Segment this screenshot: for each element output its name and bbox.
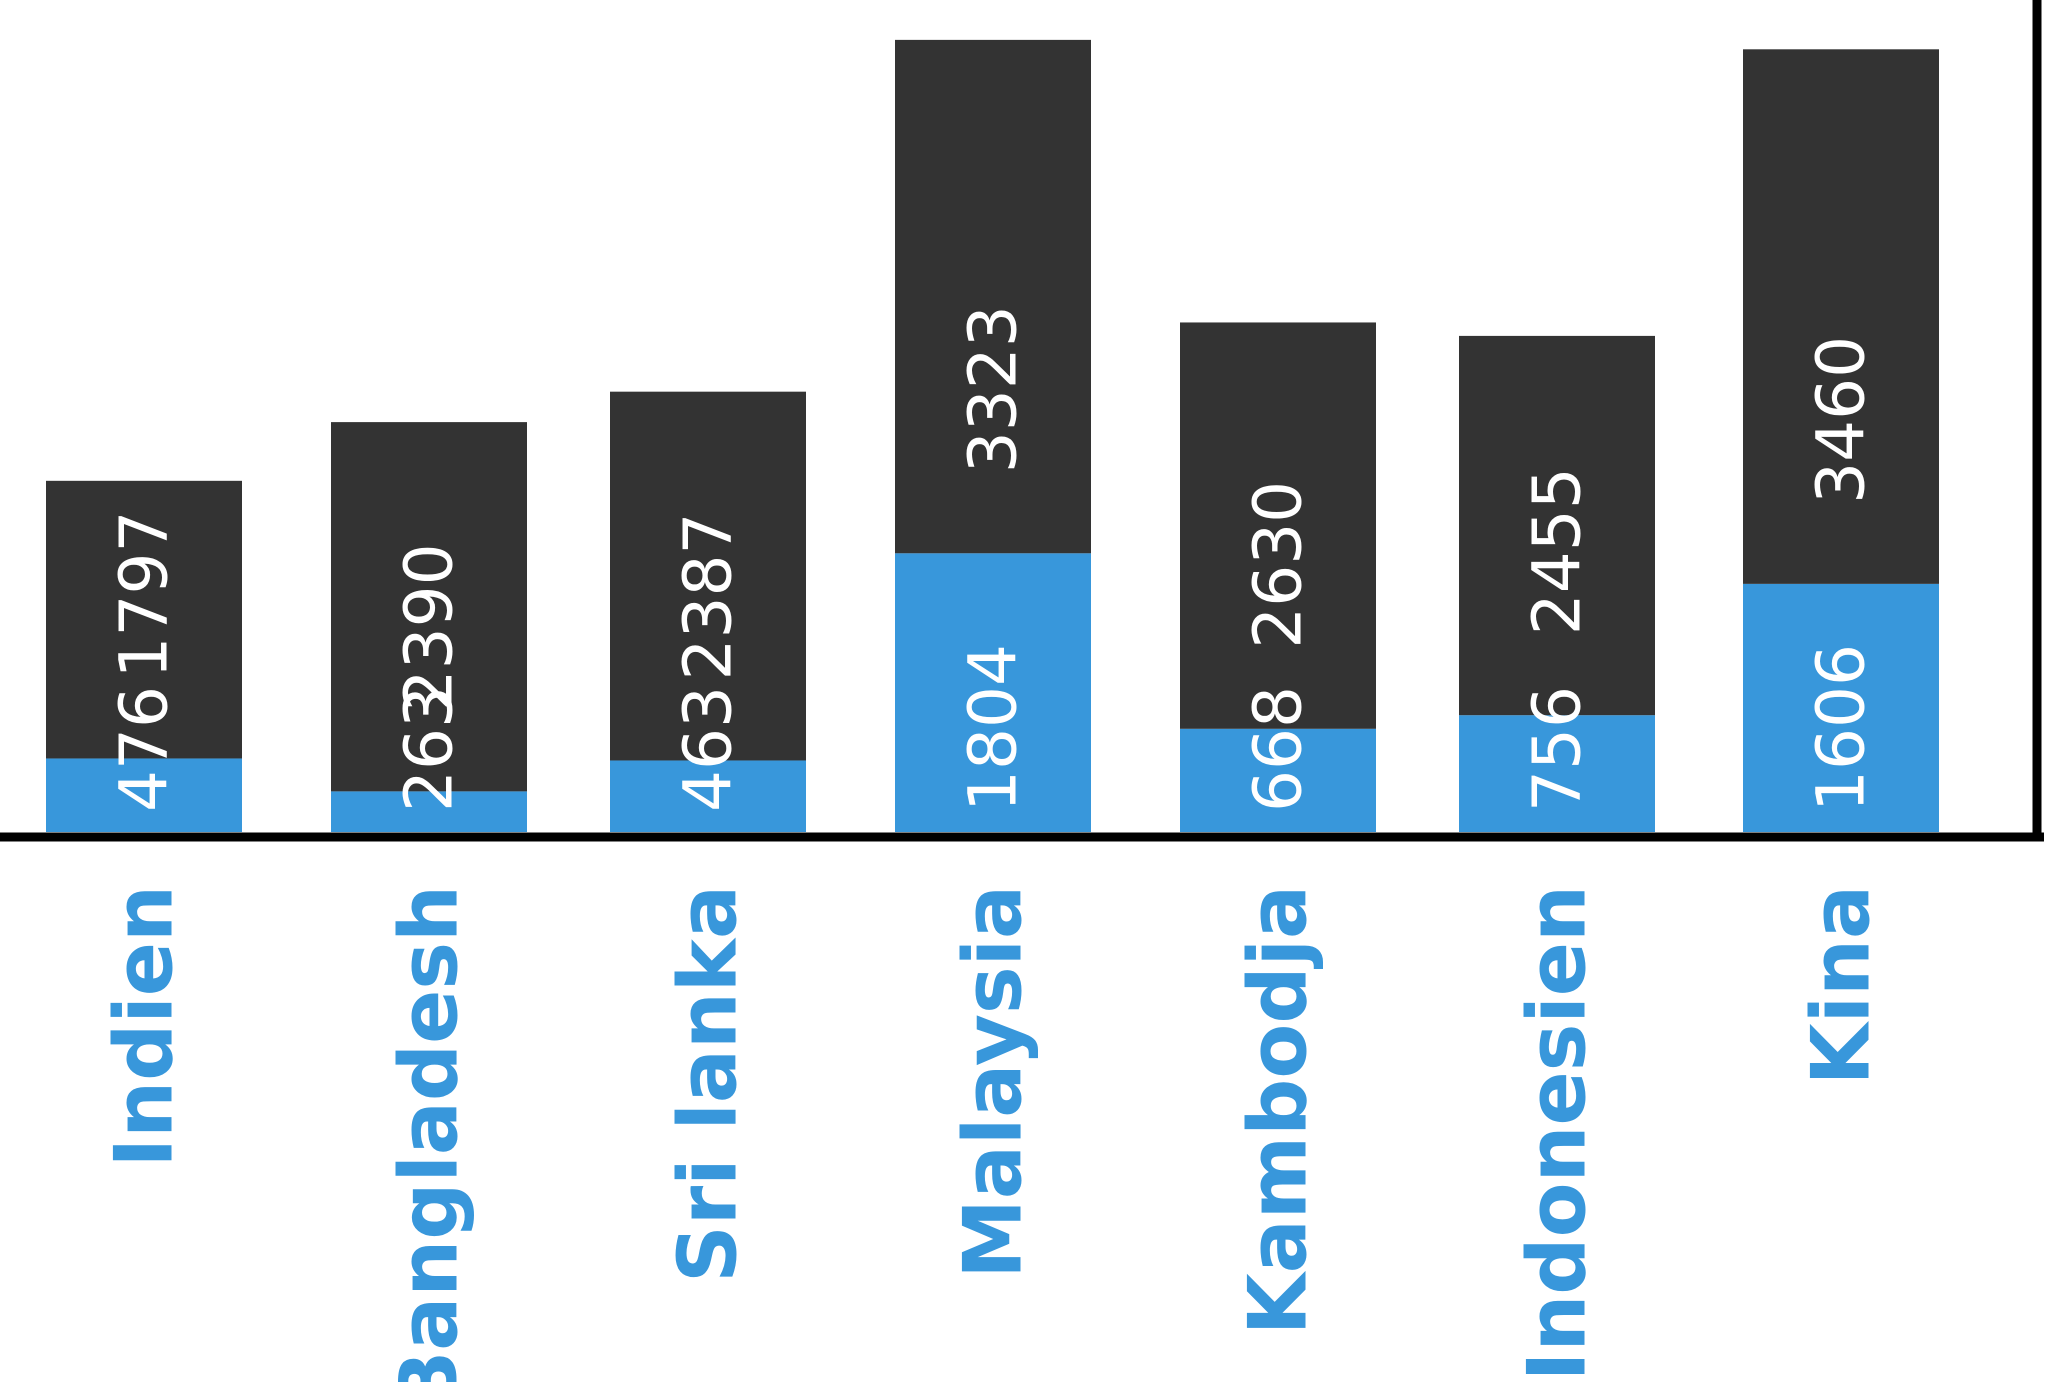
bar-segment-bottom-2 (610, 760, 806, 832)
bar-segment-top-2 (610, 391, 806, 761)
value-label-bottom-1: 263 (391, 686, 468, 812)
value-label-top-4: 2630 (1240, 481, 1317, 649)
category-label-0: Indien (98, 885, 191, 1168)
bar-segment-bottom-5 (1459, 715, 1655, 832)
value-label-top-6: 3460 (1803, 336, 1880, 504)
value-label-top-0: 1797 (106, 510, 183, 678)
bar-segment-bottom-1 (331, 791, 527, 832)
bar-segment-bottom-6 (1743, 583, 1939, 832)
bar-segment-top-0 (46, 480, 242, 759)
bar-segment-top-3 (895, 39, 1091, 554)
category-label-2: Sri lanka (662, 885, 755, 1283)
bar-segment-top-4 (1180, 322, 1376, 729)
bar-segment-top-5 (1459, 335, 1655, 716)
bars-layer (46, 39, 1939, 832)
value-label-bottom-3: 1804 (955, 644, 1032, 812)
category-label-3: Malaysia (947, 885, 1040, 1279)
value-label-top-1: 2390 (391, 543, 468, 711)
value-label-bottom-6: 1606 (1803, 644, 1880, 812)
bar-segment-bottom-4 (1180, 728, 1376, 832)
category-label-6: Kina (1795, 885, 1888, 1085)
value-label-bottom-4: 668 (1240, 686, 1317, 812)
bar-segment-top-6 (1743, 49, 1939, 584)
value-label-bottom-5: 756 (1519, 686, 1596, 812)
bar-segment-bottom-0 (46, 758, 242, 832)
bar-segment-top-1 (331, 422, 527, 792)
value-label-top-3: 3323 (955, 305, 1032, 473)
category-labels-layer: Indien Bangladesh Sri lanka Malaysia Kambodj… (98, 885, 1888, 1382)
value-label-bottom-2: 463 (670, 686, 747, 812)
category-label-1: Bangladesh (383, 885, 476, 1382)
value-label-top-2: 2387 (670, 512, 747, 680)
category-label-4: Kambodja (1232, 885, 1325, 1335)
value-label-top-5: 2455 (1519, 467, 1596, 635)
bar-segment-bottom-3 (895, 553, 1091, 832)
value-label-bottom-0: 476 (106, 686, 183, 812)
category-label-5: Indonesien (1511, 885, 1604, 1381)
